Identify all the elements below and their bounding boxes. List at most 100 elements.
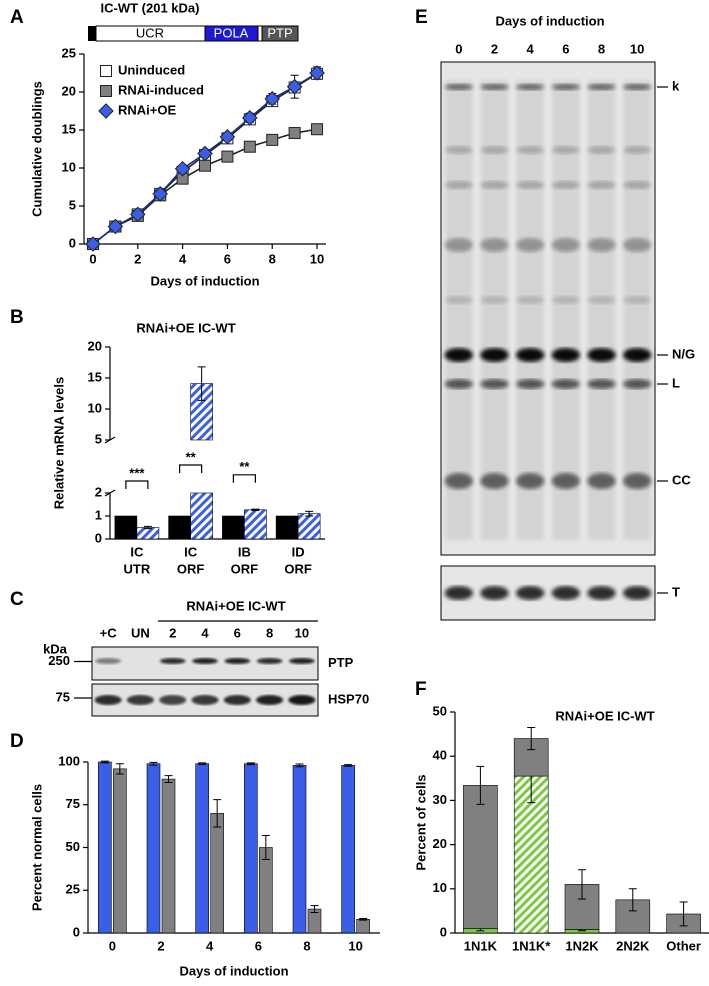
gel-band [515, 348, 545, 362]
gel-panel [440, 61, 656, 556]
y-tick-label: 15 [88, 369, 102, 384]
error-bar [197, 366, 206, 401]
y-tick-label: 5 [69, 197, 76, 212]
blot-band [223, 695, 251, 705]
blot-label: PTP [328, 655, 354, 670]
marker [197, 145, 213, 162]
bar [136, 527, 160, 540]
gel-band [587, 181, 616, 189]
blot-band [159, 695, 187, 705]
y-tick-label: 25 [66, 882, 80, 897]
gel-band [587, 379, 616, 389]
gel-band [444, 379, 474, 389]
blot-band [288, 695, 316, 705]
gel-band [622, 348, 652, 362]
x-tick-label: ORF [284, 561, 312, 576]
blot-title: RNAi+OE IC-WT [186, 598, 285, 613]
x-tick-label: Other [666, 938, 701, 953]
y-axis-label: Cumulative doublings [29, 81, 44, 217]
x-tick-label: 2 [157, 938, 164, 953]
significance-bracket [125, 480, 149, 489]
x-tick-label: 6 [224, 251, 231, 266]
gel-band [587, 348, 616, 362]
domain-label: UCR [136, 25, 164, 40]
y-tick-label: 0 [95, 530, 102, 545]
y-tick-label: 2 [95, 484, 102, 499]
lane-label: 0 [455, 41, 462, 56]
lane-label: 6 [562, 41, 569, 56]
gel-band [551, 473, 581, 489]
x-tick-label: ORF [177, 561, 205, 576]
x-axis-label: Days of induction [150, 273, 259, 288]
significance-bracket [179, 464, 203, 473]
marker [129, 206, 146, 223]
error-bar [310, 905, 319, 913]
panel-label: E [415, 7, 428, 28]
y-axis-label: Percent normal cells [29, 784, 44, 911]
gel-band [515, 473, 545, 489]
x-tick-label: 6 [255, 938, 262, 953]
x-tick-label: 0 [109, 938, 116, 953]
marker [219, 129, 236, 145]
x-tick-label: UTR [124, 561, 151, 576]
panel-label: B [10, 307, 24, 328]
marker [288, 127, 301, 140]
lane-label: 4 [527, 41, 535, 56]
gel-band [551, 296, 581, 304]
marker [174, 160, 191, 177]
x-tick-label: 10 [348, 938, 362, 953]
y-tick-label: 20 [88, 338, 102, 353]
error-bar [164, 775, 173, 784]
significance-label: *** [129, 465, 145, 480]
error-bar [246, 762, 255, 766]
marker [243, 140, 256, 153]
blot-band [191, 695, 219, 705]
error-bar [679, 901, 688, 927]
bar [244, 763, 258, 934]
gel-band [622, 473, 652, 489]
gel-band [480, 146, 509, 154]
schematic-title: IC-WT (201 kDa) [101, 0, 200, 15]
marker [286, 78, 303, 95]
lane-label: +C [100, 625, 118, 640]
y-tick-label: 50 [433, 703, 447, 718]
error-bar [527, 726, 536, 751]
error-bar [344, 764, 353, 767]
error-bar [115, 763, 124, 775]
marker [264, 91, 281, 107]
gel-panel [440, 565, 656, 621]
panel-label: F [415, 679, 427, 700]
x-tick-label: 1N1K* [512, 938, 551, 953]
marker [266, 133, 279, 146]
y-axis-label: Relative mRNA levels [51, 377, 66, 509]
gel-band [515, 586, 545, 600]
bar [244, 509, 267, 540]
gel-band [515, 296, 545, 304]
gel-band [444, 296, 474, 304]
error-bar [213, 799, 222, 828]
gel-band [551, 348, 581, 362]
error-bar [578, 869, 586, 900]
x-tick-label: 2 [134, 251, 141, 266]
gel-band [551, 181, 581, 189]
gel-band [622, 181, 652, 189]
gel-band [622, 146, 652, 154]
marker [242, 110, 258, 126]
blot-band [224, 658, 251, 664]
error-bar [143, 525, 152, 530]
gel-band [587, 473, 616, 489]
blot-band [95, 658, 122, 664]
y-tick-label: 15 [62, 121, 76, 136]
y-tick-label: 100 [58, 753, 80, 768]
gel-band [587, 146, 616, 154]
gel-band [444, 181, 474, 189]
domain-label: PTP [267, 25, 292, 40]
gel-band [444, 348, 474, 362]
domain-label: POLA [214, 25, 249, 40]
gel-band [515, 181, 545, 189]
x-tick-label: ID [292, 544, 305, 559]
gel-band [551, 586, 581, 600]
marker [199, 159, 211, 172]
chart-title: RNAi+OE IC-WT [136, 320, 235, 335]
